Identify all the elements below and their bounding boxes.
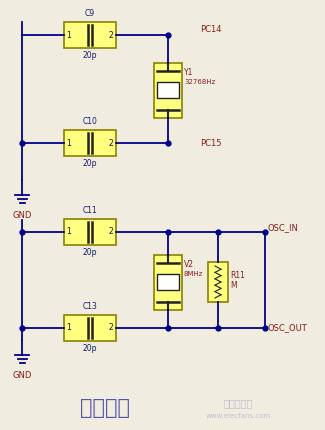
Text: 电子发烧友: 电子发烧友 — [223, 398, 253, 408]
Text: C9: C9 — [85, 9, 95, 18]
Bar — [64, 219, 116, 245]
Bar — [64, 130, 116, 156]
Text: 2: 2 — [109, 138, 113, 147]
Text: V2: V2 — [184, 260, 194, 269]
Text: 32768Hz: 32768Hz — [184, 80, 215, 86]
Text: www.elecfans.com: www.elecfans.com — [205, 413, 271, 419]
Text: 8MHz: 8MHz — [184, 271, 203, 277]
Text: 2: 2 — [109, 31, 113, 40]
Text: PC15: PC15 — [200, 138, 222, 147]
Text: 20p: 20p — [83, 159, 97, 168]
Text: M: M — [230, 282, 237, 291]
Bar — [154, 62, 182, 117]
Text: OSC_OUT: OSC_OUT — [268, 323, 308, 332]
Text: 20p: 20p — [83, 344, 97, 353]
Text: 2: 2 — [109, 323, 113, 332]
Text: C10: C10 — [83, 117, 98, 126]
Text: 2: 2 — [109, 227, 113, 236]
Text: R11: R11 — [230, 271, 245, 280]
Text: GND: GND — [12, 371, 32, 380]
Text: PC14: PC14 — [200, 25, 222, 34]
Text: 20p: 20p — [83, 51, 97, 60]
Text: 20p: 20p — [83, 248, 97, 257]
Text: C13: C13 — [83, 302, 98, 311]
Bar — [154, 255, 182, 310]
Text: 1: 1 — [67, 31, 72, 40]
Text: OSC_IN: OSC_IN — [268, 224, 299, 233]
Text: 1: 1 — [67, 138, 72, 147]
Bar — [208, 262, 228, 302]
Text: 1: 1 — [67, 323, 72, 332]
Bar — [157, 82, 179, 98]
Text: 晋振电路: 晋振电路 — [80, 398, 130, 418]
Bar — [157, 274, 179, 290]
Bar — [64, 22, 116, 48]
Text: 1: 1 — [67, 227, 72, 236]
Text: GND: GND — [12, 211, 32, 220]
Bar — [64, 315, 116, 341]
Text: Y1: Y1 — [184, 68, 193, 77]
Text: C11: C11 — [83, 206, 98, 215]
